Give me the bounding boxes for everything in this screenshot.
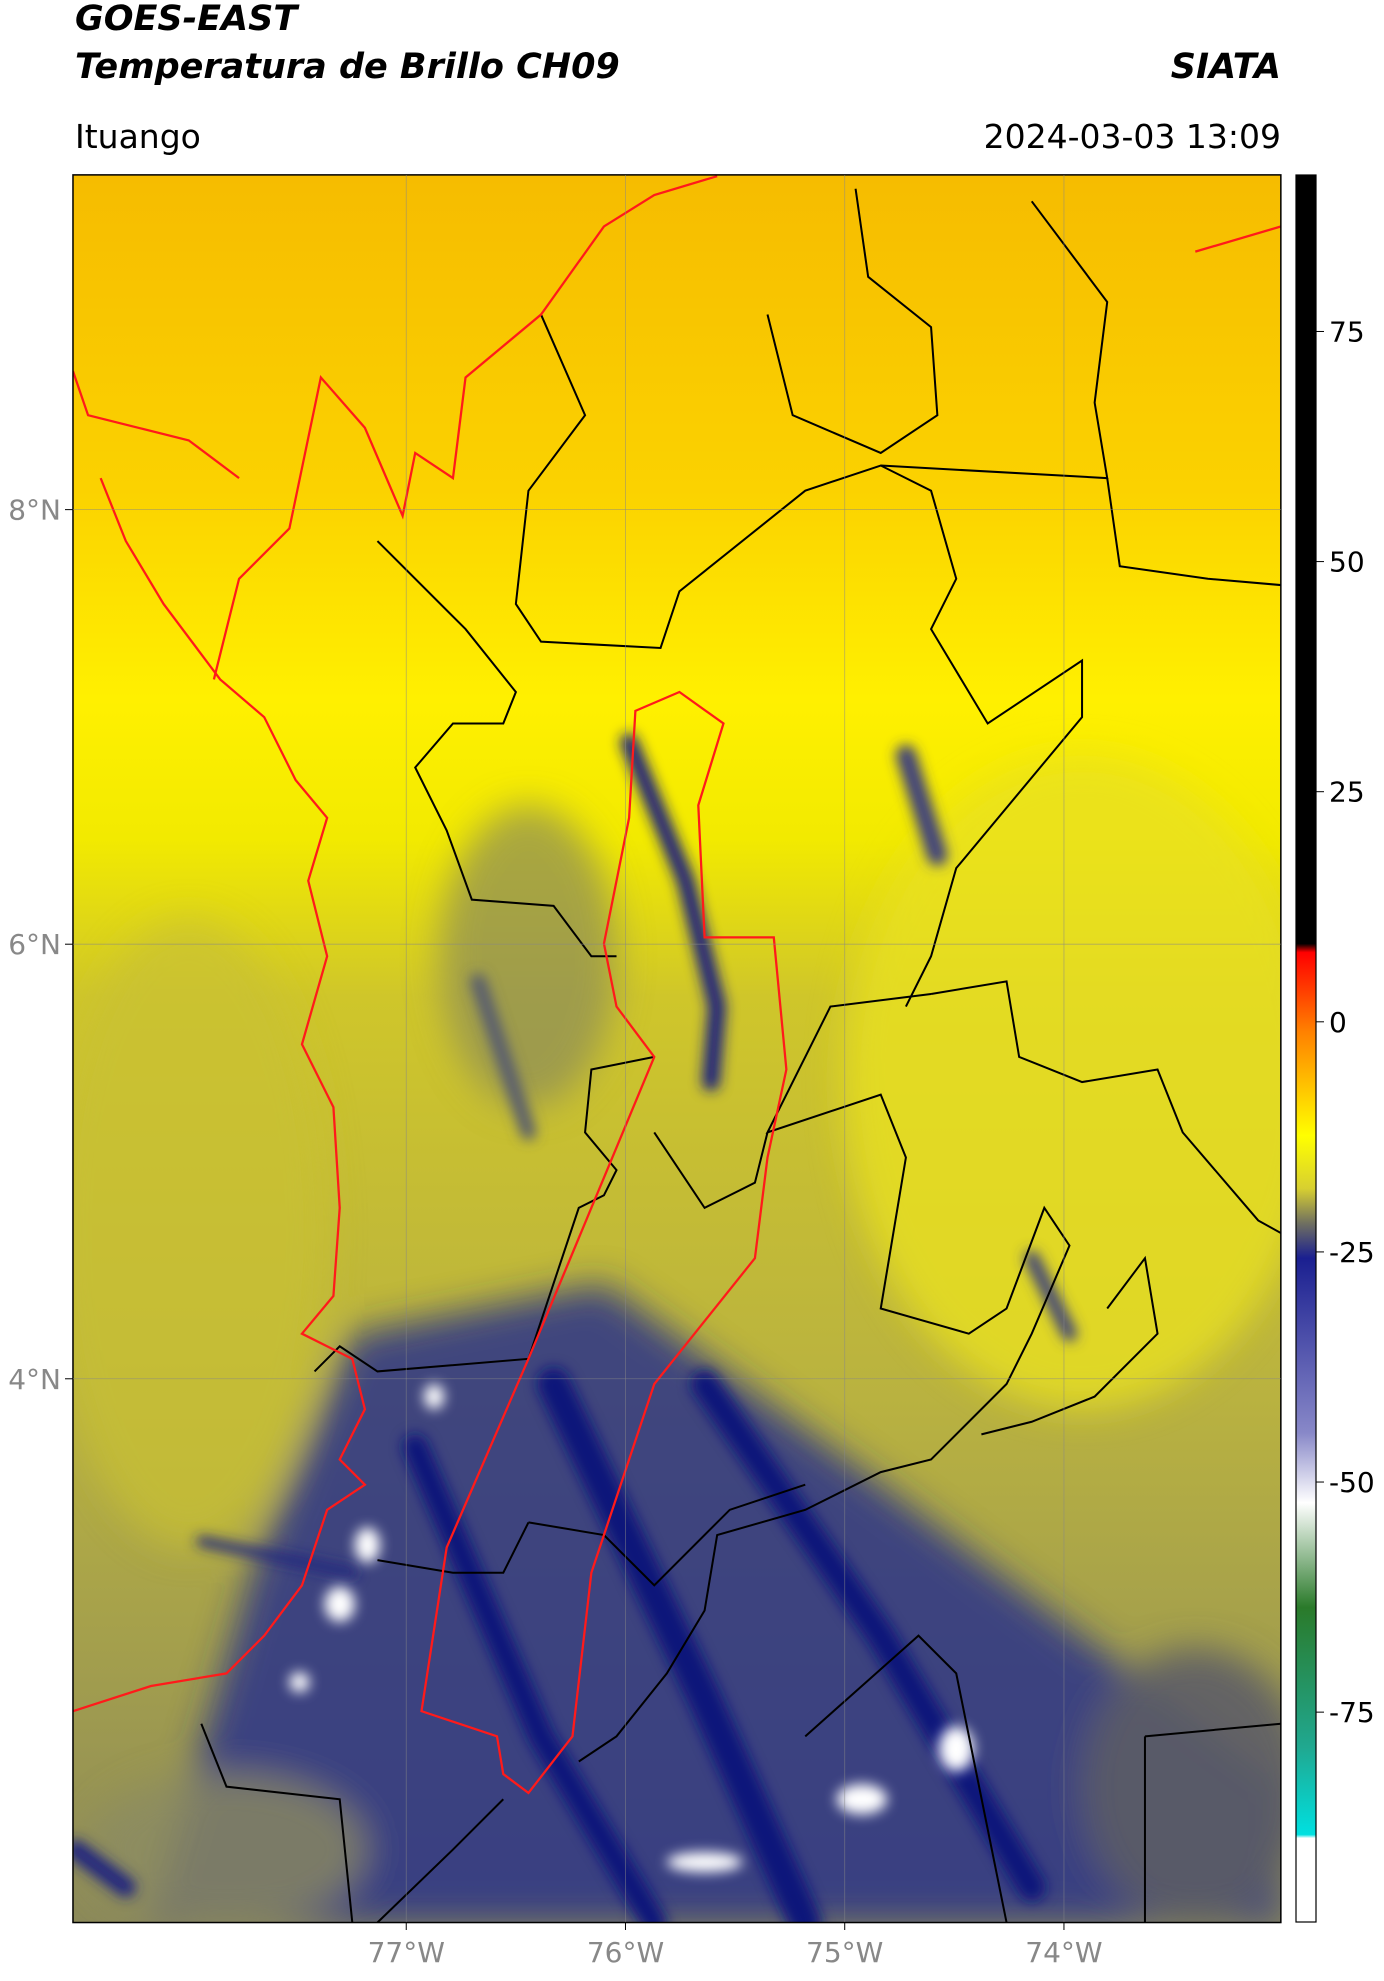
colorbar-tick-label: 75 (1329, 315, 1365, 348)
y-tick-label: 6°N (8, 928, 61, 961)
cloud-field (72, 755, 1281, 1923)
colorbar-tick-label: -50 (1329, 1466, 1375, 1499)
cloud-streaks (72, 733, 1078, 1923)
location: Ituango (75, 117, 201, 156)
colorbar (1295, 174, 1317, 1923)
x-tick-label: 77°W (368, 1936, 445, 1969)
map-frame (72, 174, 1282, 1924)
x-tick-label: 75°W (806, 1936, 883, 1969)
subtitle: Temperatura de Brillo CH09 (75, 47, 620, 87)
coastline-and-ituango (72, 175, 1281, 1795)
x-tick-label: 76°W (587, 1936, 664, 1969)
y-tick-label: 8°N (8, 494, 61, 527)
brand: SIATA (1171, 47, 1281, 87)
y-tick-label: 4°N (8, 1363, 61, 1396)
colorbar-tick-label: -25 (1329, 1236, 1375, 1269)
map (72, 174, 1282, 1924)
colorbar-tick-label: -75 (1329, 1696, 1375, 1729)
x-tick-label: 74°W (1025, 1936, 1102, 1969)
colorbar-tick-label: 0 (1329, 1006, 1347, 1039)
colorbar-tick-label: 25 (1329, 776, 1365, 809)
datetime: 2024-03-03 13:09 (984, 117, 1281, 156)
colorbar-tick-label: 50 (1329, 546, 1365, 579)
cold-cores (289, 1384, 974, 1873)
department-borders (200, 188, 1281, 1923)
title: GOES-EAST (75, 0, 300, 39)
